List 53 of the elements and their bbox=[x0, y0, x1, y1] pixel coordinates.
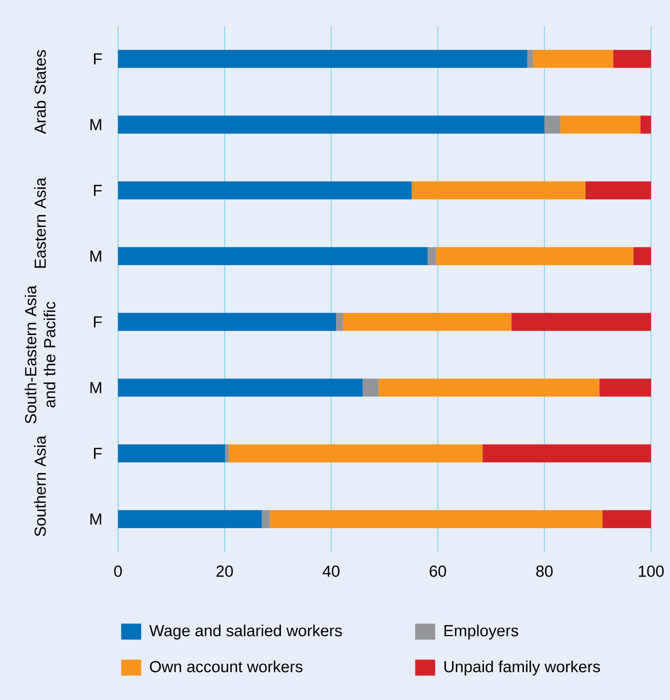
bar bbox=[378, 378, 600, 397]
bar bbox=[228, 444, 483, 462]
x-tick-label: 100 bbox=[638, 566, 664, 577]
bar bbox=[118, 116, 544, 134]
y-tick-label: M bbox=[90, 119, 102, 130]
y-tick-label: F bbox=[94, 184, 102, 196]
bar bbox=[270, 510, 602, 528]
text: Arab States bbox=[34, 50, 46, 134]
legend-label: Own account workers bbox=[150, 660, 302, 672]
bar bbox=[225, 444, 229, 462]
bar bbox=[599, 378, 652, 397]
bar bbox=[118, 50, 528, 68]
text: South-Eastern Asia and the Pacific bbox=[24, 285, 56, 424]
bar bbox=[544, 116, 560, 134]
x-tick-label: 0 bbox=[114, 566, 122, 577]
bar bbox=[482, 444, 652, 462]
bar bbox=[527, 50, 534, 68]
bar bbox=[362, 378, 379, 397]
bar bbox=[633, 247, 652, 266]
y-tick-label: F bbox=[94, 53, 102, 64]
bar bbox=[342, 312, 512, 331]
bar bbox=[560, 116, 640, 134]
bar bbox=[640, 116, 652, 134]
y-tick-label: M bbox=[90, 514, 102, 525]
bar bbox=[585, 181, 652, 200]
bar bbox=[118, 247, 428, 266]
bar bbox=[412, 181, 586, 200]
text: Eastern Asia bbox=[34, 177, 46, 268]
bar bbox=[613, 50, 652, 68]
bar bbox=[118, 510, 262, 528]
bar bbox=[428, 247, 436, 266]
bar bbox=[336, 312, 343, 331]
legend-label: Employers bbox=[444, 624, 518, 640]
legend-label: Unpaid family workers bbox=[444, 660, 600, 676]
x-tick-label: 60 bbox=[430, 566, 446, 577]
bar bbox=[118, 181, 412, 200]
bar bbox=[436, 247, 634, 266]
y-tick-label: F bbox=[94, 448, 102, 459]
x-tick-label: 40 bbox=[322, 566, 340, 577]
y-tick-label: M bbox=[90, 382, 102, 394]
x-tick-label: 20 bbox=[216, 566, 233, 577]
bar bbox=[602, 510, 652, 528]
y-tick-label: M bbox=[90, 250, 102, 262]
y-tick-label: F bbox=[94, 316, 102, 328]
legend-label: Wage and salaried workers bbox=[149, 624, 342, 640]
text: Southern Asia bbox=[34, 436, 46, 536]
bar bbox=[533, 50, 614, 68]
bar bbox=[118, 444, 226, 462]
bar bbox=[511, 312, 652, 331]
bar bbox=[262, 510, 270, 528]
x-tick-label: 80 bbox=[536, 566, 553, 577]
bar bbox=[118, 312, 336, 331]
bar bbox=[118, 378, 363, 397]
